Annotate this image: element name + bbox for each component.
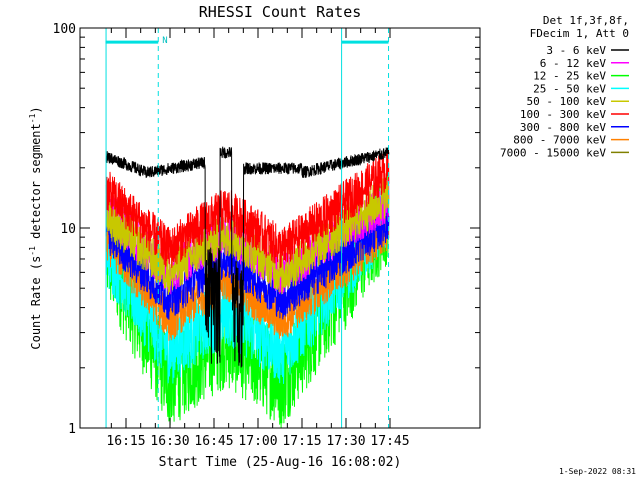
x-tick-label: 16:45 [194, 434, 233, 449]
x-tick-label: 17:00 [238, 434, 277, 449]
y-axis-label-main: Count Rate (s [29, 256, 43, 350]
legend-entry-label: 3 - 6 keV [546, 44, 606, 57]
legend: Det 1f,3f,8f, FDecim 1, Att 0 3 - 6 keV6… [500, 14, 629, 159]
legend-entry-label: 12 - 25 keV [533, 70, 606, 83]
footer-timestamp: 1-Sep-2022 08:31 [559, 467, 636, 476]
x-axis-label: Start Time (25-Aug-16 16:08:02) [159, 455, 402, 470]
axes-layer: 16:15 16:30 16:45 17:00 17:15 17:30 17:45 1 10 10… [53, 22, 480, 449]
markers-layer: N [105, 28, 390, 428]
legend-entry-label: 300 - 800 keV [520, 121, 606, 134]
y-tick-label: 100 [53, 22, 76, 37]
legend-header-2: FDecim 1, Att 0 [530, 27, 629, 40]
night-marker-label: N [162, 36, 167, 46]
legend-entry-label: 800 - 7000 keV [513, 134, 606, 147]
x-tick-label: 17:45 [370, 434, 409, 449]
legend-entry-label: 50 - 100 keV [527, 95, 607, 108]
y-axis-label-mid: detector segment [29, 123, 43, 246]
legend-entry-label: 25 - 50 keV [533, 82, 606, 95]
y-tick-label: 10 [60, 222, 76, 237]
chart-title: RHESSI Count Rates [199, 3, 362, 21]
x-tick-label: 16:30 [150, 434, 189, 449]
x-tick-label: 17:15 [282, 434, 321, 449]
legend-entry-label: 6 - 12 keV [540, 57, 607, 70]
legend-entry-label: 7000 - 15000 keV [500, 146, 606, 159]
y-axis-label-exp2: -1 [28, 113, 37, 123]
legend-header-1: Det 1f,3f,8f, [543, 14, 629, 27]
legend-entry-label: 100 - 300 keV [520, 108, 606, 121]
y-tick-label: 1 [68, 422, 76, 437]
y-axis-label: Count Rate (s-1 detector segment-1) [28, 106, 43, 349]
x-tick-label: 17:30 [326, 434, 365, 449]
y-axis-label-close: ) [29, 106, 43, 113]
x-tick-label: 16:15 [106, 434, 145, 449]
series-layer [105, 146, 390, 429]
y-axis-label-exp1: -1 [28, 246, 37, 256]
